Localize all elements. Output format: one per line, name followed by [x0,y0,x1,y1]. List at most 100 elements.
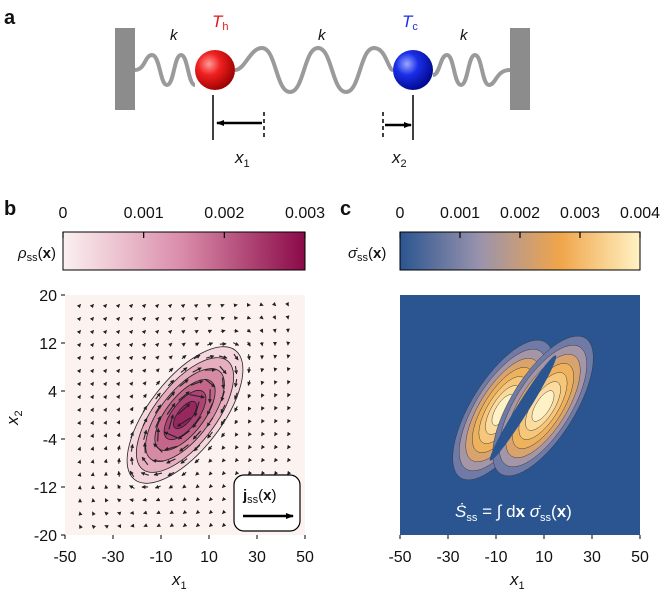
current-arrow [206,403,214,416]
current-arrow [141,316,147,322]
x-tick-label: -10 [149,549,172,566]
contour [531,390,555,422]
current-arrow [260,368,265,373]
x-tick-label: 30 [583,549,601,566]
current-arrow [246,354,251,361]
current-arrow [76,381,81,387]
current-arrow [129,498,135,503]
x-axis-label: x1 [509,570,525,592]
current-arrow [261,457,266,463]
current-arrow [179,379,189,387]
current-arrow [102,394,107,400]
current-arrow [104,511,109,516]
current-arrow [179,444,189,452]
current-arrow [287,457,292,463]
current-arrow [287,405,291,411]
current-arrow [221,483,227,489]
current-arrow [128,329,134,335]
hot-label: Th [212,12,229,33]
current-arrow [115,329,120,335]
current-arrow [89,355,94,361]
current-arrow [207,329,213,334]
current-arrow [274,457,279,463]
current-arrow [102,355,107,361]
colorbar-label: σ̇ss(x) [348,245,386,264]
current-arrow [166,391,176,401]
current-arrow [178,391,190,401]
current-arrow [152,458,164,463]
current-arrow [192,416,202,428]
current-arrow [90,407,94,413]
current-arrow [177,417,191,427]
current-arrow [189,394,205,399]
current-arrow [219,365,227,375]
current-arrow [89,381,94,387]
current-arrow [128,316,134,322]
current-arrow [233,379,238,388]
current-arrow [155,355,160,360]
current-arrow [77,407,81,413]
current-arrow [180,458,188,464]
current-arrow [233,353,239,361]
current-arrow [234,366,239,375]
current-arrow [247,406,252,412]
current-arrow [192,367,202,373]
current-arrow [142,405,148,413]
current-arrow [129,470,135,478]
colorbar-tick-label: 0.001 [124,205,164,222]
current-arrow [261,393,265,398]
current-arrow [180,316,186,322]
current-arrow [115,303,121,309]
current-arrow [208,483,214,489]
current-arrow [102,368,107,374]
colorbar-tick-label: 0 [59,205,68,222]
current-arrow [142,381,147,386]
current-arrow [205,354,215,359]
current-arrow [116,498,122,503]
current-arrow [195,522,201,527]
current-arrow [129,394,134,399]
current-arrow [77,433,81,439]
current-arrow [259,302,264,307]
current-arrow [103,433,107,438]
entropy-contours [452,335,594,481]
current-arrow [129,419,134,425]
current-arrow [77,459,82,464]
current-arrow [92,511,96,516]
current-arrow [247,367,252,374]
current-arrow [141,303,147,309]
current-arrow [194,317,199,321]
current-arrow [247,419,252,424]
current-arrow [154,404,162,414]
current-arrow [234,419,239,425]
current-arrow [233,303,238,308]
current-arrow [76,368,81,374]
current-arrow [128,303,134,309]
current-arrow [274,393,278,398]
current-arrow [89,394,94,400]
colorbar-tick-label: 0.002 [204,205,244,222]
current-arrow [117,484,122,490]
colorbar [62,231,306,271]
current-arrow [116,457,121,464]
current-arrow [287,392,291,398]
current-arrow [91,524,97,530]
legend-label: jss(x) [242,487,277,506]
current-arrow [78,511,83,516]
current-arrow [287,418,291,424]
y-tick-label: -20 [34,528,57,545]
current-arrow [76,394,81,400]
current-arrow [117,470,122,477]
current-arrow [142,393,147,399]
current-arrow [90,459,95,464]
current-arrow [259,328,264,333]
current-arrow [103,420,107,425]
current-arrow [104,484,109,489]
current-arrow [285,315,290,320]
wall [510,28,530,110]
y-tick-label: 12 [39,336,57,353]
colorbar-tick-label: 0 [396,205,405,222]
x-tick-label: 50 [296,549,314,566]
current-arrow [142,442,147,454]
current-arrow [130,443,135,452]
